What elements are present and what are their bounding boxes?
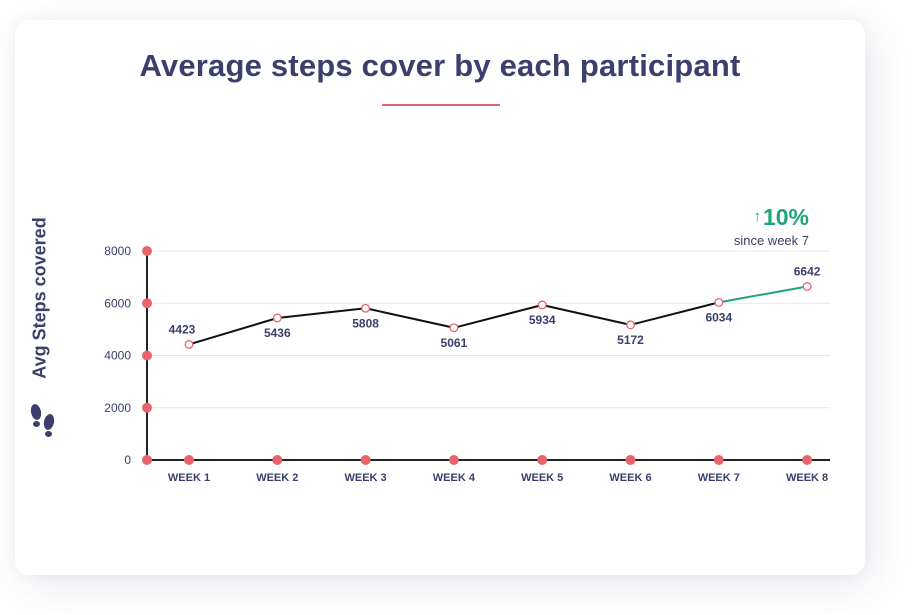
data-point [537, 300, 547, 310]
line-segment [365, 307, 455, 329]
title-underline [382, 104, 500, 106]
data-label: 5808 [352, 316, 379, 330]
line-segment [188, 317, 278, 346]
x-tick-label: WEEK 2 [256, 472, 298, 484]
growth-caption: since week 7 [733, 233, 809, 248]
y-tick-label: 6000 [104, 296, 131, 310]
y-tick-marker [142, 455, 152, 465]
x-tick-marker [802, 455, 813, 465]
footprints-icon [30, 404, 55, 437]
y-tick-marker [142, 350, 152, 361]
y-tick-label: 4000 [104, 349, 131, 363]
y-tick-marker [142, 402, 152, 413]
data-point [626, 320, 635, 330]
data-label: 5061 [441, 336, 468, 350]
y-tick-marker [142, 246, 152, 256]
x-tick-label: WEEK 3 [345, 472, 387, 484]
x-tick-label: WEEK 8 [786, 472, 828, 484]
x-tick-marker [625, 455, 636, 465]
growth-annotation: ↑10% since week 7 [734, 204, 809, 248]
data-point [361, 303, 371, 313]
line-segment [630, 301, 720, 326]
growth-value: 10% [762, 204, 809, 230]
x-tick-label: WEEK 5 [521, 472, 563, 484]
y-tick-label: 8000 [104, 244, 131, 258]
data-point [184, 339, 194, 349]
x-tick-label: WEEK 1 [168, 472, 210, 484]
data-point [272, 313, 282, 323]
line-segment [453, 304, 543, 329]
y-tick-marker [142, 298, 152, 309]
data-label: 6034 [705, 310, 732, 324]
growth-segment [718, 285, 808, 304]
up-arrow-icon: ↑ [753, 208, 761, 225]
line-segment [277, 307, 366, 319]
x-tick-marker [184, 455, 194, 465]
x-tick-marker [360, 455, 371, 465]
data-label: 6642 [794, 264, 821, 278]
data-label: 5436 [264, 326, 291, 340]
x-tick-label: WEEK 4 [433, 472, 476, 484]
line-segment [541, 303, 631, 326]
x-tick-label: WEEK 7 [698, 472, 740, 484]
x-tick-marker [448, 455, 459, 465]
x-tick-marker [537, 455, 548, 465]
x-tick-marker [713, 455, 724, 465]
data-point [802, 282, 812, 291]
chart-card [15, 20, 865, 575]
x-tick-marker [272, 455, 283, 465]
data-point [449, 323, 459, 333]
data-label: 4423 [169, 322, 196, 336]
y-tick-label: 2000 [104, 401, 131, 415]
y-tick-label: 0 [124, 453, 131, 467]
chart-title: Average steps cover by each participant [139, 48, 741, 83]
data-point [714, 297, 724, 307]
data-label: 5172 [617, 333, 644, 347]
data-label: 5934 [529, 313, 556, 327]
x-tick-label: WEEK 6 [609, 472, 651, 484]
